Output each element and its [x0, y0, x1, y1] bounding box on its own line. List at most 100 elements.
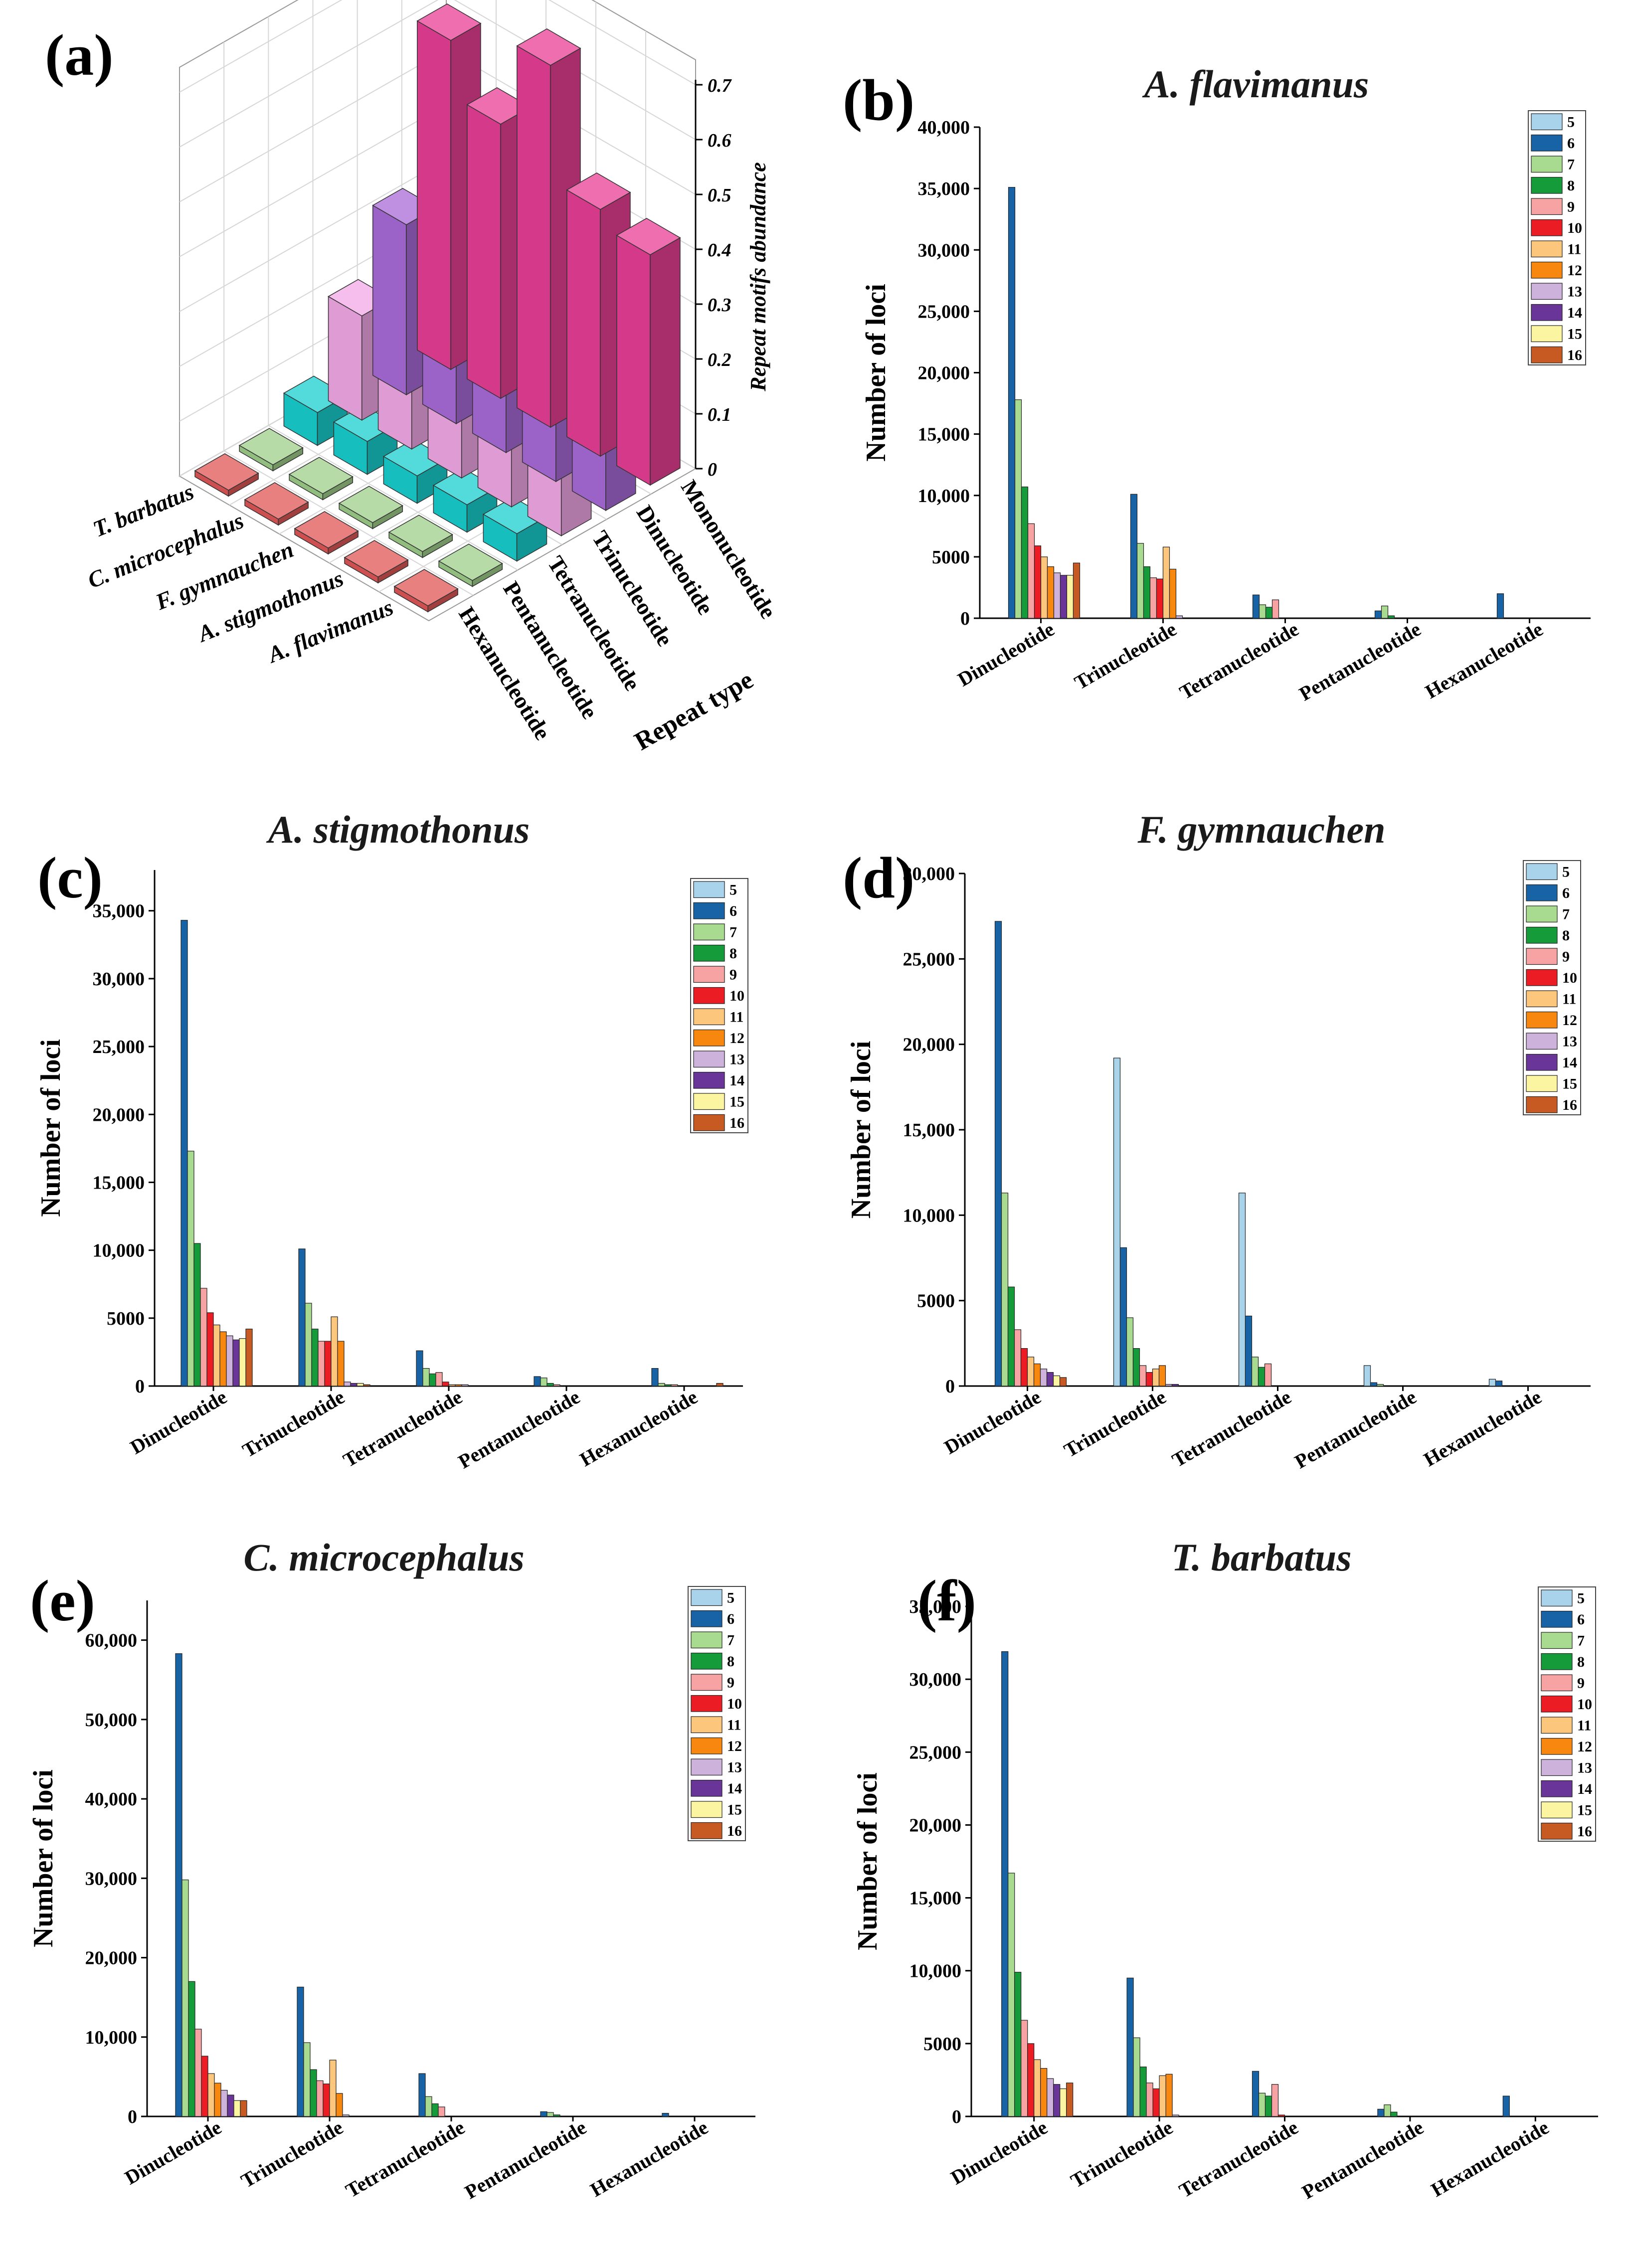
legend-label: 12 — [1562, 1012, 1577, 1029]
legend-label: 15 — [1577, 1802, 1592, 1819]
bar — [1488, 1379, 1496, 1387]
bar — [1027, 2043, 1035, 2117]
legend-swatch — [1541, 1589, 1573, 1607]
bar — [1139, 2067, 1147, 2117]
category-label: Tetranucleotide — [339, 1386, 466, 1472]
legend-swatch — [1526, 969, 1558, 986]
panel-c: (c) A. stigmothonus 0 5000 10,000 15,000 20,00… — [35, 808, 748, 1473]
category-label: Dinucleotide — [947, 2116, 1051, 2189]
bar-top-face — [566, 172, 631, 210]
bar — [455, 1384, 462, 1387]
bar — [546, 1383, 554, 1387]
bar — [305, 1303, 312, 1387]
bar-top-face — [294, 511, 359, 549]
legend-label: 13 — [1567, 284, 1582, 300]
z-tick-label: 0.4 — [708, 240, 731, 261]
legend-swatch — [693, 902, 725, 919]
bar — [1040, 1369, 1048, 1387]
bar — [1156, 578, 1164, 619]
bar — [716, 1383, 724, 1387]
bar-top-face — [244, 482, 309, 520]
y-tick-label: 15,000 — [918, 424, 970, 445]
bar-top-face — [438, 543, 503, 581]
bar — [193, 1243, 201, 1387]
bar3d — [338, 486, 403, 529]
legend-swatch — [1526, 990, 1558, 1008]
bar — [418, 2073, 426, 2117]
bar — [1027, 1357, 1035, 1387]
legend-label: 6 — [1567, 135, 1575, 152]
z-axis-label: Repeat motifs abundance — [746, 162, 770, 392]
legend-swatch — [693, 1029, 725, 1047]
bar — [1277, 2114, 1285, 2117]
bar — [187, 1151, 194, 1387]
legend-swatch — [693, 923, 725, 941]
bar — [1259, 604, 1266, 619]
y-tick-label: 15,000 — [903, 1120, 955, 1141]
legend-label: 16 — [1562, 1097, 1577, 1113]
bar — [431, 2103, 439, 2117]
z-tick-label: 0.7 — [708, 75, 732, 96]
bar — [316, 2080, 324, 2117]
bar — [1060, 2088, 1067, 2117]
y-tick-label: 5000 — [917, 1291, 955, 1312]
y-tick-label: 10,000 — [909, 1961, 962, 1982]
legend-swatch — [1531, 156, 1563, 173]
z-tick-label: 0.1 — [708, 404, 731, 425]
y-tick-label: 0 — [128, 2106, 137, 2127]
legend-swatch — [1531, 325, 1563, 343]
legend-swatch — [1531, 113, 1563, 131]
legend-label: 9 — [727, 1675, 734, 1691]
grid-line — [179, 159, 447, 312]
y-tick-label: 50,000 — [85, 1710, 138, 1731]
category-label: Tetranucleotide — [1168, 1386, 1295, 1472]
legend-swatch — [691, 1610, 723, 1627]
y-tick-label: 10,000 — [903, 1205, 955, 1226]
legend-label: 14 — [1567, 305, 1582, 321]
legend-label: 6 — [729, 903, 737, 919]
legend-label: 10 — [1562, 970, 1577, 986]
bar — [1387, 615, 1395, 619]
bar — [1265, 607, 1273, 619]
legend-swatch — [691, 1589, 723, 1606]
legend-label: 15 — [729, 1094, 744, 1110]
legend-swatch — [1531, 283, 1563, 300]
z-tick-label: 0.5 — [708, 185, 731, 206]
bar — [1008, 187, 1016, 619]
y-axis-label: Number of loci — [852, 1772, 883, 1950]
bar — [1066, 2083, 1074, 2117]
bar — [206, 1312, 214, 1387]
legend-label: 10 — [727, 1696, 742, 1712]
bar — [1001, 1193, 1009, 1387]
bar — [1162, 546, 1170, 619]
y-tick-label: 10,000 — [85, 2027, 138, 2048]
bar3d — [238, 428, 304, 472]
bar-top-face — [288, 457, 354, 495]
bar-side-face — [650, 237, 681, 486]
bar — [1040, 556, 1048, 619]
legend-swatch — [691, 1652, 723, 1670]
legend-swatch — [691, 1779, 723, 1797]
legend-swatch — [1541, 1759, 1573, 1776]
bar — [1374, 610, 1382, 619]
bar — [1377, 2108, 1385, 2117]
bar-top-face — [194, 453, 259, 491]
panel-label: (b) — [843, 67, 914, 133]
legend-label: 7 — [1567, 157, 1575, 173]
legend-label: 11 — [727, 1717, 741, 1734]
bar — [671, 1384, 678, 1387]
legend-swatch — [1526, 926, 1558, 944]
legend-swatch — [691, 1737, 723, 1754]
y-tick-label: 15,000 — [93, 1172, 145, 1193]
legend-swatch — [1531, 134, 1563, 152]
grid-line — [179, 0, 343, 93]
category-label: Trinucleotide — [237, 2116, 347, 2192]
category-label: Pentanucleotide — [461, 2116, 590, 2204]
bar — [1139, 1365, 1147, 1387]
y-axis-label: Number of loci — [35, 1039, 66, 1217]
y-axis-label: Number of loci — [846, 1041, 877, 1219]
bar — [1126, 1317, 1134, 1387]
bar — [1073, 562, 1081, 619]
y-tick-label: 20,000 — [918, 363, 970, 384]
legend-label: 14 — [1562, 1054, 1577, 1071]
